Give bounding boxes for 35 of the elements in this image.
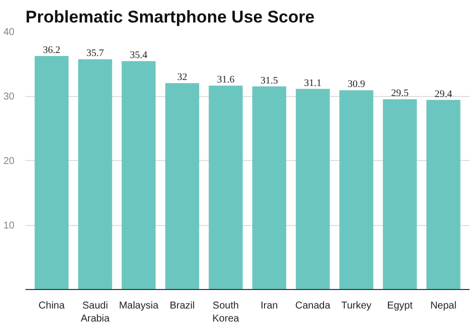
chart-title: Problematic Smartphone Use Score: [26, 8, 315, 26]
bar: [426, 100, 460, 290]
data-label: 29.5: [391, 88, 409, 100]
x-tick-label: Saudi Arabia: [80, 300, 110, 325]
bar: [339, 90, 374, 290]
x-tick-label: China: [38, 300, 66, 312]
y-tick-label: 10: [3, 220, 15, 232]
data-label: 31.6: [216, 74, 234, 86]
x-tick-label: Nepal: [430, 300, 456, 312]
x-tick-label: Malaysia: [118, 300, 159, 312]
bar: [122, 61, 156, 290]
bar: [382, 99, 417, 290]
bar: [34, 56, 69, 290]
data-label: 31.1: [304, 78, 322, 89]
bar: [296, 88, 330, 290]
data-label: 32: [177, 72, 188, 84]
data-label: 35.7: [86, 48, 104, 60]
bar: [165, 83, 200, 290]
data-label: 30.9: [348, 79, 366, 90]
bar: [208, 86, 243, 290]
data-label: 35.4: [130, 50, 148, 62]
data-label: 36.2: [42, 45, 60, 56]
data-label: 29.4: [434, 88, 452, 100]
x-tick-label: Iran: [260, 300, 278, 312]
y-tick-label: 20: [3, 156, 15, 167]
data-label: 31.5: [260, 75, 278, 86]
bar: [252, 86, 286, 290]
x-tick-label: Turkey: [341, 300, 372, 312]
x-tick-label: Brazil: [170, 300, 195, 312]
bar: [78, 59, 112, 290]
x-tick-label: Egypt: [387, 300, 413, 312]
y-tick-label: 30: [3, 92, 15, 102]
y-tick-label: 40: [3, 27, 15, 38]
x-tick-label: South Korea: [212, 300, 240, 325]
x-tick-label: Canada: [295, 300, 331, 312]
